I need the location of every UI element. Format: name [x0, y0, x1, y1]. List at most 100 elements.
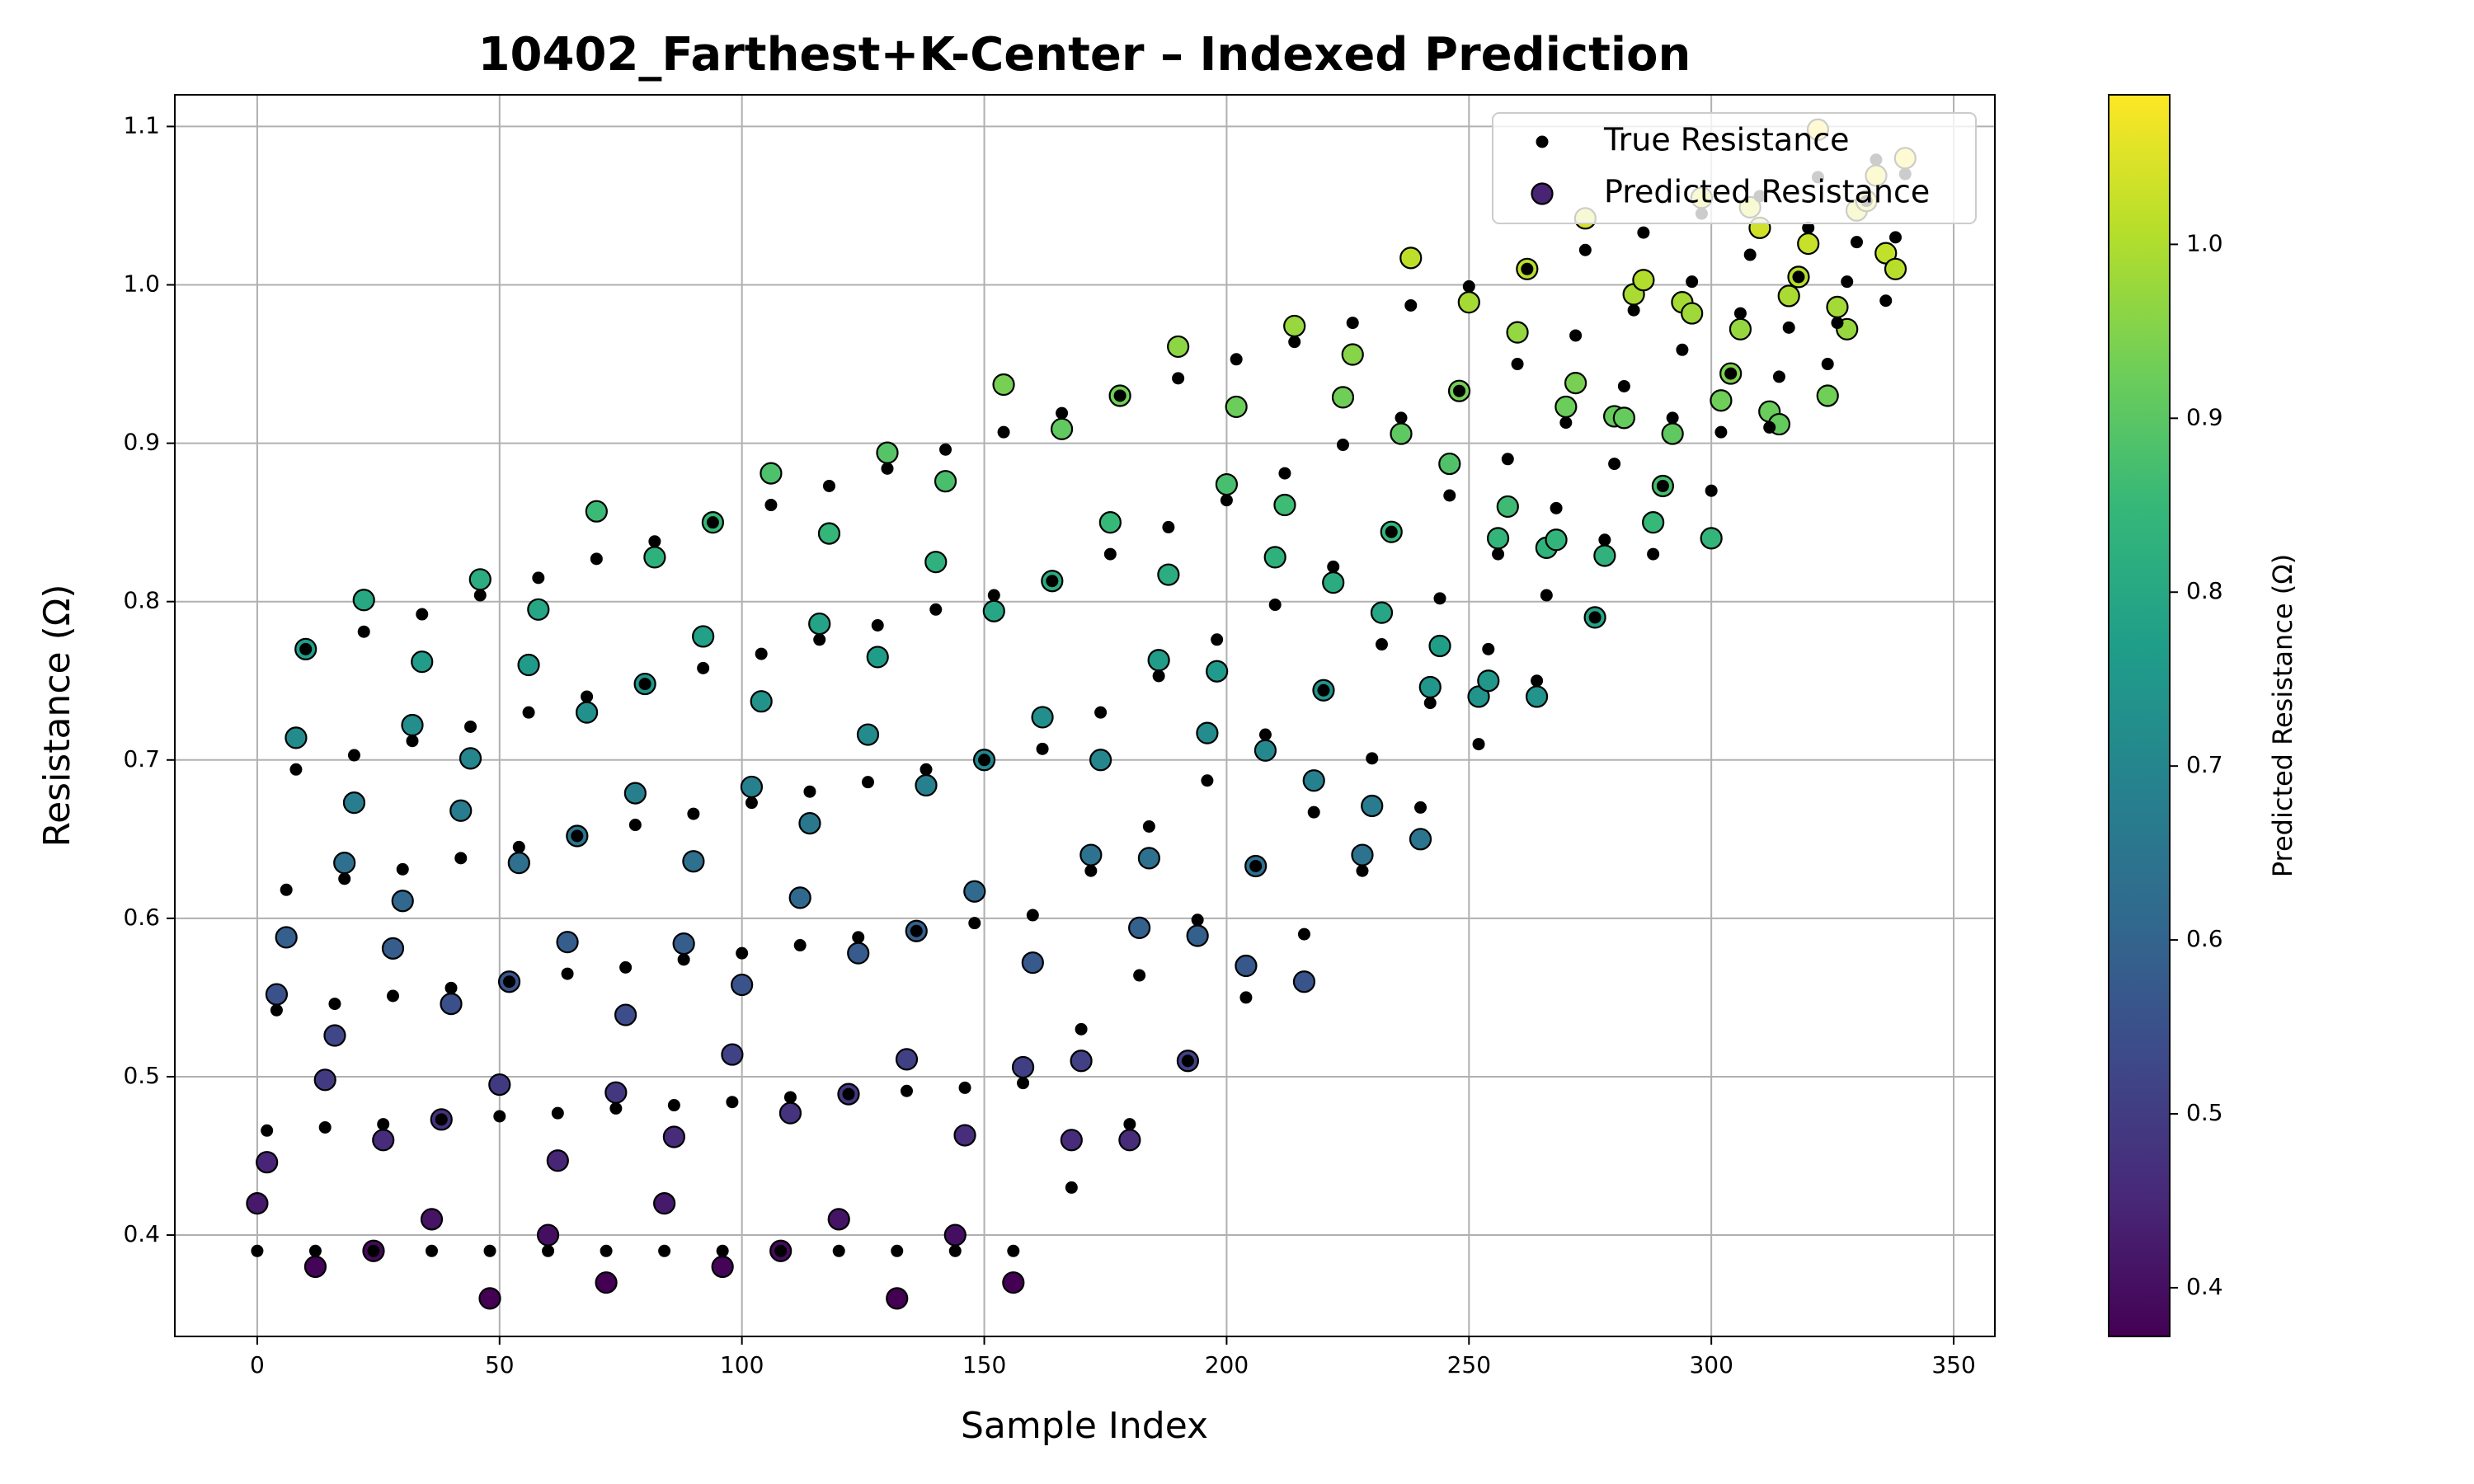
predicted-point [1341, 343, 1364, 366]
true-point [1201, 774, 1214, 787]
true-point [1084, 864, 1098, 877]
true-point [1482, 642, 1495, 655]
true-point [628, 819, 642, 832]
true-point [1763, 420, 1776, 434]
predicted-point [468, 568, 492, 591]
predicted-point [992, 373, 1015, 397]
true-point [968, 917, 981, 930]
predicted-point [595, 1271, 618, 1294]
predicted-point [672, 932, 695, 956]
true-point [1278, 467, 1291, 480]
true-point [1220, 494, 1233, 507]
predicted-point [585, 500, 608, 523]
true-point [338, 872, 351, 885]
true-point [435, 1113, 448, 1126]
true-point [1056, 406, 1069, 420]
predicted-point [943, 1223, 967, 1247]
true-point [1724, 367, 1738, 380]
true-point [454, 852, 468, 865]
predicted-point [750, 690, 773, 713]
true-point [1540, 589, 1553, 602]
true-point [1637, 226, 1650, 239]
predicted-point [1060, 1129, 1083, 1152]
predicted-point [1457, 291, 1480, 314]
predicted-point [1292, 970, 1316, 993]
true-point [1733, 307, 1747, 320]
predicted-point [817, 522, 841, 545]
true-point [1743, 248, 1757, 261]
true-point [532, 571, 545, 585]
predicted-point [1681, 302, 1704, 325]
predicted-point [265, 983, 289, 1006]
predicted-point [788, 886, 811, 909]
legend-label: True Resistance [1603, 122, 1850, 158]
true-point [1026, 909, 1039, 922]
true-point [929, 603, 943, 616]
predicted-point [1564, 372, 1587, 395]
predicted-point [1710, 389, 1733, 412]
predicted-point [778, 1101, 802, 1125]
true-point [1501, 453, 1514, 466]
true-point [736, 946, 749, 960]
true-point [861, 776, 874, 789]
predicted-point [847, 942, 870, 965]
predicted-point [1331, 386, 1355, 409]
true-point [813, 633, 826, 646]
predicted-point [575, 701, 599, 724]
true-point [1627, 303, 1640, 317]
true-point [1046, 575, 1059, 588]
predicted-point [459, 747, 482, 770]
true-point [1686, 275, 1699, 289]
predicted-point [692, 625, 715, 648]
predicted-point [246, 1192, 269, 1215]
predicted-point [1283, 314, 1306, 338]
true-point [1841, 275, 1854, 289]
true-point [948, 1244, 962, 1257]
true-point [289, 763, 303, 776]
predicted-point [323, 1024, 346, 1047]
true-point [367, 1244, 380, 1257]
x-tick-label: 200 [1205, 1351, 1249, 1378]
predicted-point [527, 598, 550, 621]
true-point [687, 807, 700, 820]
true-point [483, 1244, 496, 1257]
true-point [347, 749, 360, 762]
true-point [1772, 370, 1785, 383]
true-point [726, 1096, 739, 1109]
true-point [667, 1099, 680, 1112]
true-point [1036, 742, 1049, 755]
true-point [871, 619, 884, 632]
true-point [997, 425, 1010, 439]
true-point [842, 1087, 855, 1101]
grid [175, 95, 1995, 1336]
true-point [609, 1101, 623, 1115]
predicted-point [1486, 527, 1510, 550]
true-point [1578, 243, 1592, 256]
predicted-point [1632, 269, 1655, 292]
predicted-point [1545, 528, 1568, 552]
true-point [1113, 389, 1126, 402]
true-point [1608, 458, 1621, 471]
predicted-point [643, 546, 666, 569]
true-point [881, 462, 894, 475]
predicted-point [1322, 571, 1345, 594]
true-point [328, 998, 341, 1011]
true-point [1103, 547, 1117, 561]
true-point [677, 953, 690, 966]
true-point [1598, 533, 1611, 547]
predicted-point [623, 782, 647, 805]
predicted-point [1002, 1271, 1025, 1294]
predicted-point [1215, 472, 1239, 496]
true-point [793, 939, 807, 952]
true-point [1307, 805, 1320, 819]
true-point [1492, 547, 1505, 561]
predicted-point [1273, 493, 1296, 517]
true-point [1258, 728, 1272, 741]
true-point [261, 1124, 274, 1137]
true-point [406, 735, 419, 748]
true-point [910, 924, 923, 937]
predicted-point [420, 1208, 444, 1231]
true-point [1511, 358, 1524, 371]
predicted-point [1118, 1129, 1141, 1152]
predicted-point [1128, 916, 1151, 940]
